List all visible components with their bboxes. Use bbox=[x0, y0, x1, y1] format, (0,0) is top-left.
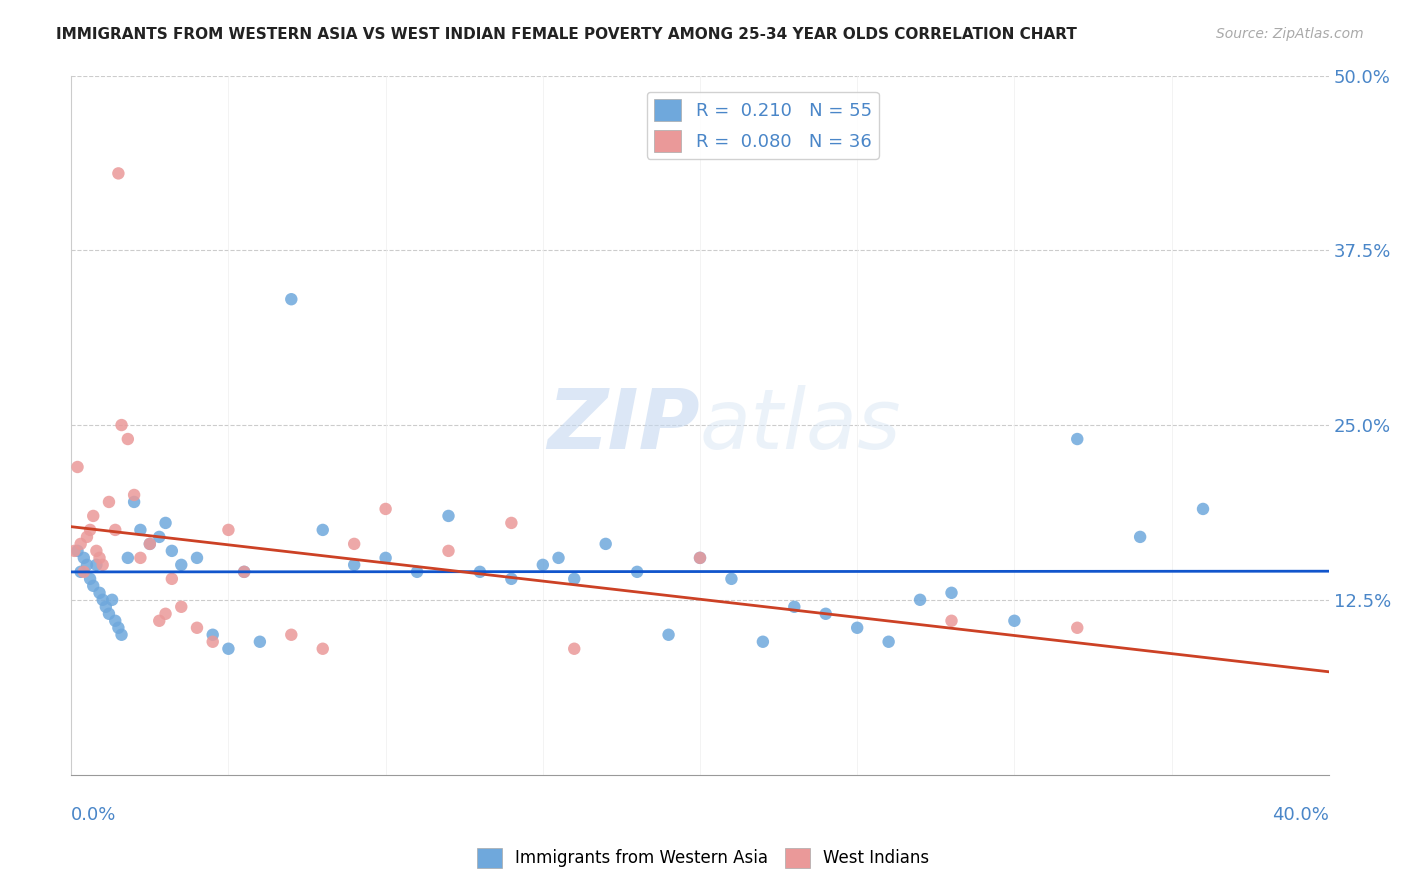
Point bbox=[280, 292, 302, 306]
Text: IMMIGRANTS FROM WESTERN ASIA VS WEST INDIAN FEMALE POVERTY AMONG 25-34 YEAR OLDS: IMMIGRANTS FROM WESTERN ASIA VS WEST IND… bbox=[56, 27, 1077, 42]
Point bbox=[155, 516, 177, 530]
Point bbox=[63, 544, 86, 558]
Point bbox=[406, 565, 429, 579]
Point bbox=[374, 502, 396, 516]
Point bbox=[547, 550, 569, 565]
Point bbox=[941, 614, 963, 628]
Text: ZIP: ZIP bbox=[547, 384, 700, 466]
Point bbox=[89, 586, 111, 600]
Text: atlas: atlas bbox=[700, 384, 901, 466]
Point bbox=[139, 537, 162, 551]
Point bbox=[312, 523, 335, 537]
Point bbox=[170, 558, 193, 572]
Point bbox=[1066, 621, 1088, 635]
Point bbox=[86, 544, 108, 558]
Point bbox=[91, 558, 114, 572]
Point bbox=[468, 565, 491, 579]
Point bbox=[107, 621, 129, 635]
Text: 0.0%: 0.0% bbox=[72, 806, 117, 824]
Text: 40.0%: 40.0% bbox=[1272, 806, 1329, 824]
Point bbox=[846, 621, 869, 635]
Point bbox=[501, 572, 523, 586]
Point bbox=[312, 641, 335, 656]
Point bbox=[148, 530, 170, 544]
Point bbox=[69, 537, 91, 551]
Point bbox=[122, 488, 145, 502]
Point bbox=[626, 565, 648, 579]
Point bbox=[148, 614, 170, 628]
Point bbox=[249, 634, 271, 648]
Point bbox=[129, 550, 152, 565]
Point bbox=[343, 537, 366, 551]
Point bbox=[437, 508, 460, 523]
Point bbox=[117, 550, 139, 565]
Point bbox=[201, 634, 224, 648]
Point bbox=[98, 607, 121, 621]
Point bbox=[217, 641, 239, 656]
Point bbox=[122, 495, 145, 509]
Point bbox=[201, 628, 224, 642]
Point bbox=[66, 544, 89, 558]
Point bbox=[720, 572, 742, 586]
Point bbox=[107, 166, 129, 180]
Point bbox=[501, 516, 523, 530]
Point bbox=[186, 550, 208, 565]
Point bbox=[117, 432, 139, 446]
Point bbox=[69, 565, 91, 579]
Point bbox=[217, 523, 239, 537]
Point bbox=[1129, 530, 1152, 544]
Point bbox=[233, 565, 256, 579]
Point bbox=[110, 628, 132, 642]
Point bbox=[66, 460, 89, 475]
Point bbox=[98, 495, 121, 509]
Point bbox=[752, 634, 775, 648]
Point bbox=[91, 592, 114, 607]
Point bbox=[437, 544, 460, 558]
Point bbox=[374, 550, 396, 565]
Point bbox=[73, 565, 96, 579]
Point bbox=[814, 607, 837, 621]
Point bbox=[343, 558, 366, 572]
Point bbox=[562, 641, 585, 656]
Point bbox=[689, 550, 711, 565]
Point bbox=[531, 558, 554, 572]
Point bbox=[79, 572, 101, 586]
Point bbox=[160, 544, 183, 558]
Point bbox=[94, 599, 117, 614]
Point bbox=[877, 634, 900, 648]
Point bbox=[139, 537, 162, 551]
Point bbox=[1066, 432, 1088, 446]
Point bbox=[186, 621, 208, 635]
Point bbox=[104, 523, 127, 537]
Point bbox=[941, 586, 963, 600]
Point bbox=[82, 579, 104, 593]
Legend: R =  0.210   N = 55, R =  0.080   N = 36: R = 0.210 N = 55, R = 0.080 N = 36 bbox=[647, 92, 879, 159]
Legend: Immigrants from Western Asia, West Indians: Immigrants from Western Asia, West India… bbox=[470, 841, 936, 875]
Point bbox=[104, 614, 127, 628]
Point bbox=[155, 607, 177, 621]
Point bbox=[82, 508, 104, 523]
Point bbox=[1192, 502, 1215, 516]
Point bbox=[73, 550, 96, 565]
Point bbox=[562, 572, 585, 586]
Point bbox=[658, 628, 681, 642]
Point bbox=[170, 599, 193, 614]
Point bbox=[280, 628, 302, 642]
Point bbox=[160, 572, 183, 586]
Point bbox=[76, 558, 98, 572]
Point bbox=[101, 592, 124, 607]
Point bbox=[689, 550, 711, 565]
Point bbox=[89, 550, 111, 565]
Point bbox=[595, 537, 617, 551]
Point bbox=[129, 523, 152, 537]
Point bbox=[783, 599, 806, 614]
Point bbox=[79, 523, 101, 537]
Point bbox=[908, 592, 931, 607]
Point bbox=[110, 418, 132, 433]
Point bbox=[1002, 614, 1025, 628]
Text: Source: ZipAtlas.com: Source: ZipAtlas.com bbox=[1216, 27, 1364, 41]
Point bbox=[233, 565, 256, 579]
Point bbox=[76, 530, 98, 544]
Point bbox=[86, 558, 108, 572]
